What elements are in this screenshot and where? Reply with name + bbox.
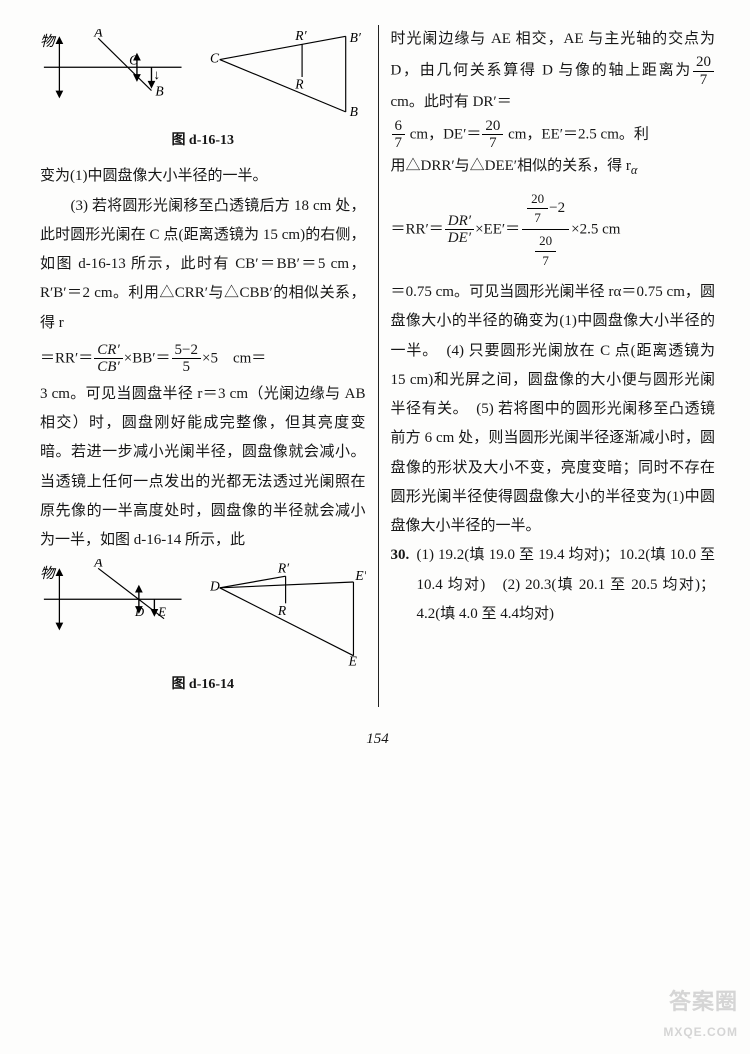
fig13-left-svg: 物 A C ↓ B <box>40 29 185 125</box>
left-p1: 变为(1)中圆盘像大小半径的一半。 <box>40 162 366 191</box>
svg-text:A: A <box>93 29 103 39</box>
svg-text:R: R <box>295 77 305 92</box>
svg-text:D: D <box>210 579 220 594</box>
question-30: 30. (1) 19.2(填 19.0 至 19.4 均对)；10.2(填 10… <box>391 541 716 629</box>
watermark-top: 答案圈 <box>663 981 738 1024</box>
q30-number: 30. <box>391 541 417 629</box>
svg-text:R′: R′ <box>295 29 308 43</box>
right-p1c: 用△DRR′与△DEE′相似的关系，得 rα <box>391 152 716 182</box>
eq1-pre: ＝RR′＝ <box>40 350 93 366</box>
svg-text:R′: R′ <box>277 561 290 576</box>
figure-d-16-14: 物 A D E D R′ E′ R E <box>40 559 366 669</box>
page-number: 154 <box>40 725 715 754</box>
right-p2: ＝0.75 cm。可见当圆形光阑半径 rα＝0.75 cm，圆盘像大小的半径的确… <box>391 278 716 541</box>
svg-text:R: R <box>277 603 287 618</box>
svg-text:物: 物 <box>40 565 57 582</box>
svg-text:B: B <box>155 83 163 98</box>
svg-text:↓: ↓ <box>153 67 160 82</box>
svg-text:物: 物 <box>40 33 57 50</box>
left-eq1: ＝RR′＝CR′CB′×BB′＝5−25×5 cm＝ <box>40 342 366 376</box>
right-p1b: 67 cm，DE′＝207 cm，EE′＝2.5 cm。利 <box>391 118 716 152</box>
eq1-post: ×5 cm＝ <box>202 350 266 366</box>
watermark-sub: MXQE.COM <box>663 1021 738 1044</box>
watermark: 答案圈 MXQE.COM <box>663 981 738 1044</box>
eq1-mid: ×BB′＝ <box>124 350 171 366</box>
svg-text:B: B <box>350 104 358 119</box>
fig13-caption: 图 d-16-13 <box>40 127 366 154</box>
svg-text:C: C <box>210 50 220 65</box>
figure-d-16-13: 物 A C ↓ B C R′ B′ R B <box>40 29 366 125</box>
svg-text:E′: E′ <box>355 568 366 583</box>
left-p2b: 3 cm。可见当圆盘半径 r＝3 cm（光阑边缘与 AB 相交）时，圆盘刚好能成… <box>40 380 366 556</box>
svg-text:E: E <box>157 605 166 619</box>
fig14-left-svg: 物 A D E <box>40 559 185 659</box>
fig14-caption: 图 d-16-14 <box>40 671 366 698</box>
svg-text:D: D <box>134 605 144 619</box>
svg-text:A: A <box>93 559 103 569</box>
left-p2a: (3) 若将圆形光阑移至凸透镜后方 18 cm 处，此时圆形光阑在 C 点(距离… <box>40 192 366 338</box>
fig13-right-svg: C R′ B′ R B <box>210 29 365 125</box>
svg-text:C: C <box>129 52 139 67</box>
right-p1a: 时光阑边缘与 AE 相交，AE 与主光轴的交点为 D，由几何关系算得 D 与像的… <box>391 25 716 118</box>
svg-text:B′: B′ <box>350 30 362 45</box>
right-eq2: ＝RR′＝DR′DE′×EE′＝207−2207×2.5 cm <box>391 188 716 272</box>
q30-text: (1) 19.2(填 19.0 至 19.4 均对)；10.2(填 10.0 至… <box>417 541 716 629</box>
svg-text:E: E <box>348 654 358 669</box>
fig14-right-svg: D R′ E′ R E <box>210 559 365 669</box>
